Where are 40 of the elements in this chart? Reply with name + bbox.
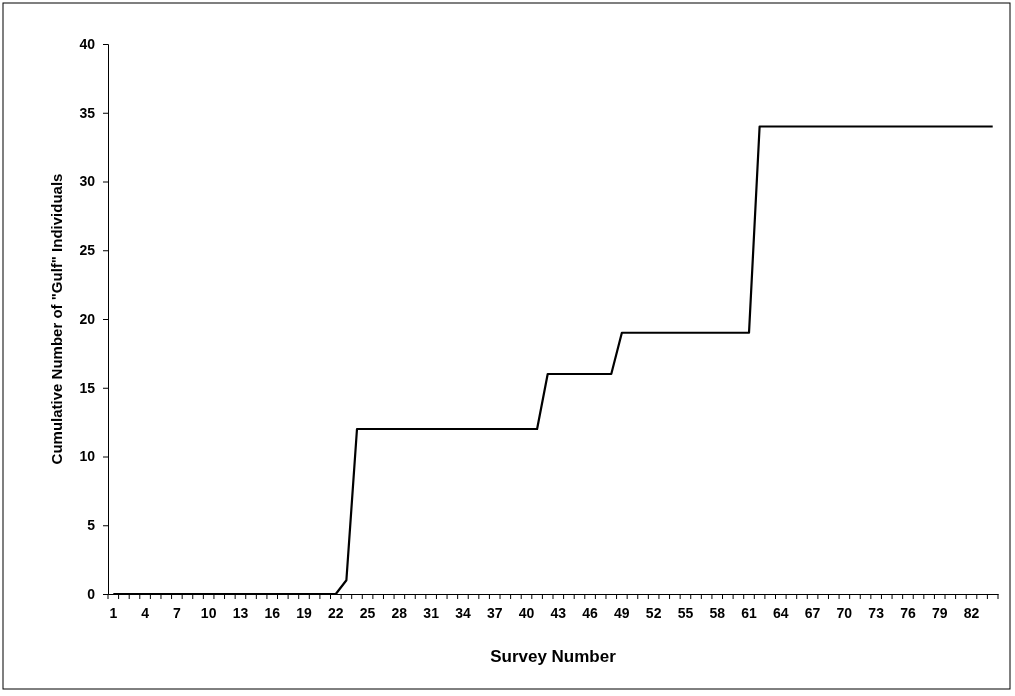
line-series <box>112 125 994 596</box>
x-tick-label: 61 <box>741 604 758 621</box>
y-axis-title: Cumulative Number of "Gulf" Individuals <box>48 173 65 465</box>
x-tick-label: 79 <box>931 604 948 621</box>
x-tick-label: 37 <box>486 604 503 621</box>
x-tick-label: 46 <box>582 604 599 621</box>
y-tick-label: 20 <box>79 310 96 327</box>
x-tick-label: 25 <box>359 604 376 621</box>
x-tick-label: 28 <box>391 604 408 621</box>
y-tick-label: 25 <box>79 242 96 259</box>
y-tick-label: 10 <box>79 448 96 465</box>
y-tick-label: 5 <box>87 517 96 534</box>
x-tick-label: 58 <box>709 604 726 621</box>
x-tick-label: 4 <box>141 604 150 621</box>
x-tick-label: 16 <box>264 604 281 621</box>
y-tick-label: 30 <box>79 173 96 190</box>
x-tick-label: 49 <box>614 604 630 621</box>
x-tick-label: 31 <box>423 604 440 621</box>
x-tick-label: 67 <box>804 604 821 621</box>
x-tick-label: 10 <box>200 604 217 621</box>
y-tick-label: 0 <box>87 585 96 602</box>
x-tick-label: 64 <box>773 604 789 621</box>
x-tick-label: 1 <box>109 604 118 621</box>
y-tick-label: 35 <box>79 104 96 121</box>
y-tick-label: 40 <box>79 35 96 52</box>
x-tick-label: 40 <box>518 604 535 621</box>
x-axis-title: Survey Number <box>490 647 617 666</box>
x-tick-label: 73 <box>868 604 885 621</box>
x-tick-label: 19 <box>296 604 313 621</box>
x-tick-label: 70 <box>836 604 853 621</box>
x-tick-label: 76 <box>900 604 916 621</box>
x-tick-label: 34 <box>455 604 471 621</box>
x-tick-label: 43 <box>550 604 567 621</box>
x-tick-label: 82 <box>963 604 980 621</box>
x-tick-label: 52 <box>645 604 662 621</box>
x-tick-label: 7 <box>172 604 181 621</box>
x-tick-label: 13 <box>232 604 249 621</box>
x-tick-label: 55 <box>677 604 694 621</box>
x-tick-label: 22 <box>328 604 344 621</box>
y-tick-label: 15 <box>79 379 96 396</box>
